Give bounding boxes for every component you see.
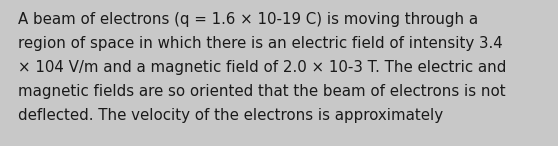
Text: deflected. The velocity of the electrons is approximately: deflected. The velocity of the electrons… [18, 108, 443, 123]
Text: A beam of electrons (q = 1.6 × 10-19 C) is moving through a: A beam of electrons (q = 1.6 × 10-19 C) … [18, 12, 478, 27]
Text: magnetic fields are so oriented that the beam of electrons is not: magnetic fields are so oriented that the… [18, 84, 506, 99]
Text: × 104 V/m and a magnetic field of 2.0 × 10-3 T. The electric and: × 104 V/m and a magnetic field of 2.0 × … [18, 60, 506, 75]
Text: region of space in which there is an electric field of intensity 3.4: region of space in which there is an ele… [18, 36, 503, 51]
